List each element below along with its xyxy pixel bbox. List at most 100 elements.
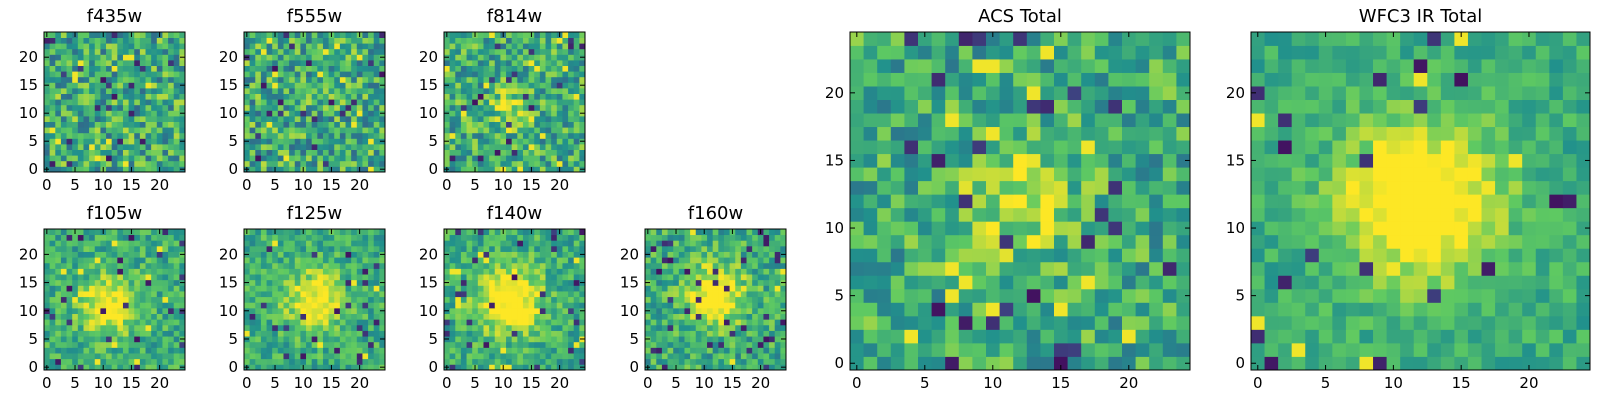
heatmap-cell [958, 342, 973, 357]
heatmap-cell [539, 132, 546, 139]
heatmap-cell [729, 274, 736, 281]
heatmap-cell [128, 279, 135, 286]
heatmap-cell [477, 60, 484, 66]
heatmap-cell [44, 60, 51, 66]
heatmap-cell [489, 71, 496, 78]
y-tick-label: 10 [419, 104, 438, 122]
heatmap-cell [272, 65, 279, 72]
heatmap-cell [489, 353, 496, 360]
heatmap-cell [712, 353, 719, 360]
heatmap-cell [173, 234, 180, 241]
heatmap-cell [77, 32, 84, 38]
x-tick-label: 0 [242, 374, 252, 392]
heatmap-cell [117, 234, 124, 241]
heatmap-cell [528, 302, 535, 309]
heatmap-cell [483, 251, 490, 258]
heatmap-cell [522, 240, 529, 247]
heatmap-cell [774, 358, 781, 365]
heatmap-cell [545, 279, 552, 286]
heatmap-cell [684, 353, 691, 360]
heatmap-cell [757, 330, 764, 337]
heatmap-cell [701, 330, 708, 337]
heatmap-cell [117, 313, 124, 320]
heatmap-cell [579, 144, 586, 150]
heatmap-cell [517, 319, 524, 326]
heatmap-cell [368, 279, 375, 286]
heatmap-cell [472, 144, 479, 150]
heatmap-cell [306, 336, 313, 343]
heatmap-cell [506, 279, 513, 286]
heatmap-cell [890, 180, 905, 195]
heatmap-cell [100, 43, 107, 50]
heatmap-cell [128, 138, 135, 145]
heatmap-cell [272, 240, 279, 247]
heatmap-cell [117, 341, 124, 348]
heatmap-cell [539, 104, 546, 111]
heatmap-cell [300, 144, 307, 150]
heatmap-cell [460, 144, 467, 150]
heatmap-cell [111, 88, 118, 94]
heatmap-cell [128, 291, 135, 298]
heatmap-cell [311, 274, 318, 281]
heatmap-cell [958, 180, 973, 195]
heatmap-cell [117, 347, 124, 354]
heatmap-cell [351, 82, 358, 89]
heatmap-cell [60, 274, 67, 281]
heatmap-cell [1176, 342, 1191, 357]
heatmap-cell [763, 296, 770, 303]
heatmap-cell [289, 251, 296, 258]
heatmap-cell [579, 93, 586, 100]
heatmap-cell [455, 116, 462, 122]
heatmap-cell [701, 319, 708, 326]
heatmap-cell [94, 110, 101, 117]
heatmap-cell [379, 229, 386, 236]
heatmap-cell [368, 353, 375, 360]
heatmap-cell [66, 364, 73, 371]
heatmap-cell [667, 257, 674, 264]
heatmap-cell [294, 60, 301, 66]
heatmap-cell [128, 76, 135, 83]
heatmap-cell [168, 110, 175, 117]
heatmap-cell [522, 251, 529, 258]
heatmap-cell [351, 71, 358, 78]
heatmap-cell [489, 76, 496, 83]
heatmap-cell [545, 341, 552, 348]
heatmap-cell [100, 88, 107, 94]
heatmap-cell [117, 144, 124, 150]
heatmap-cell [162, 279, 169, 286]
heatmap-cell [289, 88, 296, 94]
heatmap-cell [1067, 248, 1082, 263]
heatmap-cell [49, 302, 56, 309]
heatmap-cell [345, 121, 352, 128]
heatmap-cell [494, 279, 501, 286]
heatmap-cell [328, 274, 335, 281]
heatmap-cell [528, 313, 535, 320]
heatmap-cell [89, 291, 96, 298]
heatmap-cell [179, 229, 186, 236]
heatmap-cell [272, 76, 279, 83]
heatmap-cell [294, 319, 301, 326]
heatmap-cell [339, 32, 346, 38]
heatmap-cell [511, 54, 518, 61]
heatmap-cell [255, 313, 262, 320]
heatmap-cell [472, 155, 479, 162]
heatmap-cell [539, 82, 546, 89]
heatmap-cell [60, 43, 67, 50]
heatmap-cell [294, 313, 301, 320]
heatmap-cell [695, 319, 702, 326]
heatmap-cell [168, 48, 175, 55]
heatmap-cell [455, 121, 462, 128]
heatmap-cell [368, 99, 375, 106]
heatmap-cell [678, 257, 685, 264]
heatmap-cell [511, 330, 518, 337]
heatmap-cell [752, 274, 759, 281]
heatmap-cell [506, 76, 513, 83]
heatmap-cell [729, 296, 736, 303]
heatmap-cell [1013, 248, 1028, 263]
heatmap-cell [106, 336, 113, 343]
heatmap-cell [272, 160, 279, 167]
heatmap-cell [545, 245, 552, 252]
heatmap-cell [999, 234, 1014, 249]
heatmap-cell [684, 313, 691, 320]
heatmap-cell [449, 43, 456, 50]
